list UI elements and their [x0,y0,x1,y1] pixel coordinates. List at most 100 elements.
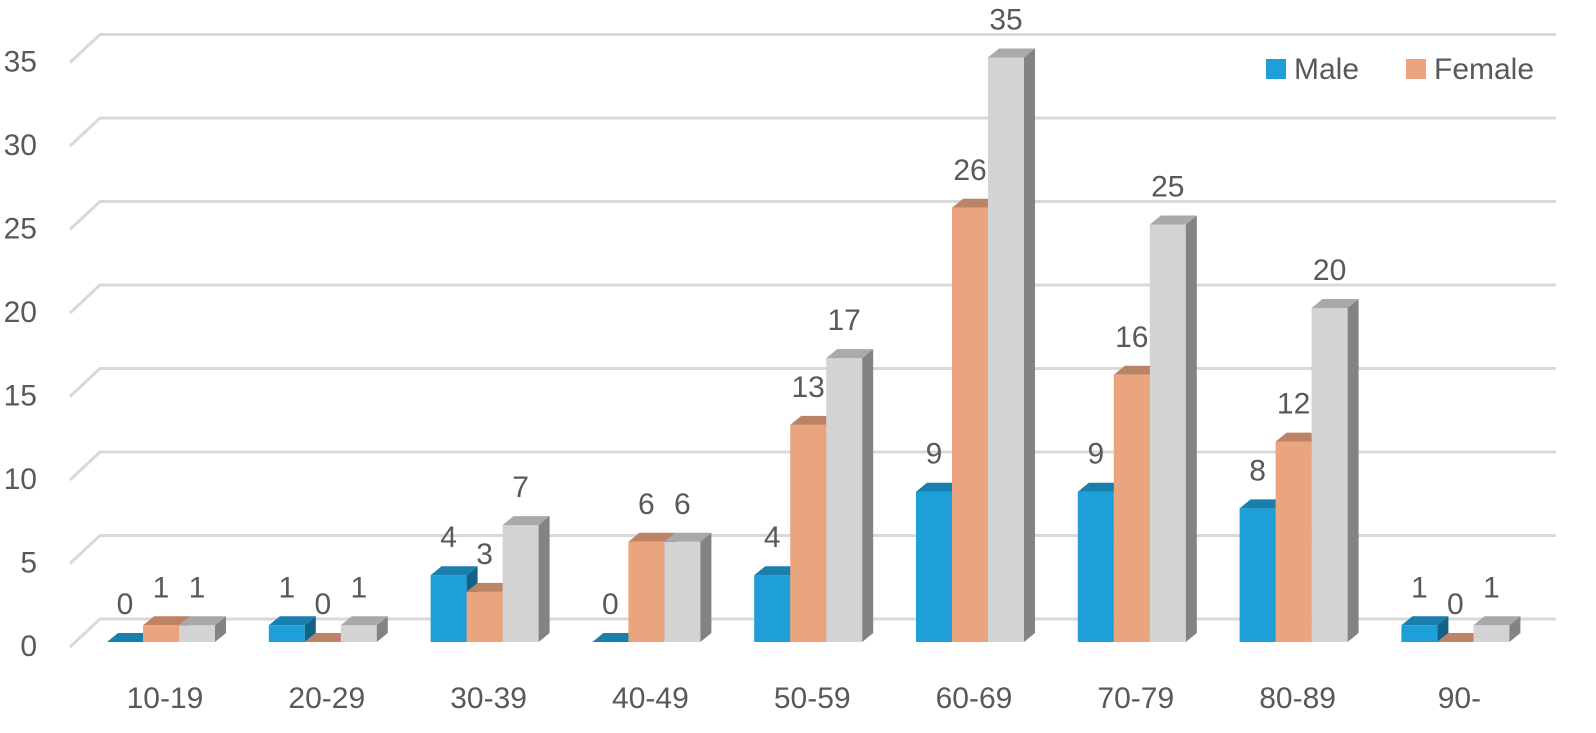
bar-top [628,532,676,542]
gridlines [68,33,1556,649]
data-label: 1 [1411,571,1428,604]
bar-side [1509,616,1521,642]
bar-top [1275,432,1323,442]
bar [664,532,712,642]
bar [1473,616,1521,642]
bar [304,633,352,642]
bar-front [952,207,988,643]
bar-top [143,616,190,626]
bar-top [1149,215,1197,225]
bar-side [1437,616,1449,642]
bar [1401,616,1449,642]
bar-front [1311,308,1348,642]
legend-label: Male [1294,53,1359,86]
bar-side [1347,299,1359,642]
bar-side [215,616,226,642]
data-label: 1 [350,571,367,604]
y-tick-label: 35 [4,46,37,79]
data-label: 0 [602,588,619,621]
bar-side [304,616,316,642]
bar-front [1239,508,1276,642]
bar-side [1185,215,1197,642]
data-label: 12 [1277,388,1310,421]
bar-top [1473,616,1521,626]
bar-front [1401,625,1438,642]
data-label: 13 [792,371,825,404]
bar-top [826,349,874,359]
bar-top [502,516,550,526]
data-label: 1 [278,571,295,604]
data-label: 6 [638,488,655,521]
data-label: 25 [1151,171,1184,204]
bar-front [143,625,179,642]
bar-front [179,625,215,642]
bar-front [754,575,791,642]
gridline [68,283,1556,315]
bar-top [304,633,352,642]
legend-item: Male [1266,53,1359,86]
bar-front [826,358,863,642]
data-label: 1 [153,571,170,604]
gridline [68,617,1556,649]
data-label: 0 [314,588,331,621]
data-label: 16 [1115,321,1148,354]
bar-front [790,424,827,642]
x-tick-label: 20-29 [288,682,365,715]
bars [107,48,1521,643]
bar [340,616,388,642]
bar-top [179,616,226,626]
bar [107,633,154,642]
data-label: 9 [1087,438,1104,471]
bar-top [1239,499,1287,509]
bar-top [754,566,802,576]
x-tick-label: 40-49 [612,682,689,715]
bar [502,516,550,642]
data-label: 7 [512,471,529,504]
bar-top [952,198,999,208]
bar [826,349,874,642]
bar-top [1437,633,1485,642]
bar-top [1113,365,1161,375]
bar-top [1401,616,1449,626]
bar-side [700,532,712,642]
y-tick-label: 25 [4,213,37,246]
gridline [68,534,1556,565]
bar-top [430,566,478,576]
bar-side [862,349,874,642]
x-tick-label: 10-19 [127,682,204,715]
data-label: 0 [1447,588,1464,621]
bar-front [466,591,503,642]
data-label: 9 [926,438,943,471]
bar [592,633,640,642]
bar-top [340,616,388,626]
bar-front [1149,224,1186,642]
bar-front [664,541,701,642]
data-label: 1 [1483,571,1500,604]
legend-swatch [1266,59,1286,79]
bar-front [430,575,467,642]
gridline [68,367,1556,398]
legend-label: Female [1434,53,1534,86]
bar [1311,299,1359,642]
bar [988,48,1035,642]
x-tick-label: 60-69 [936,682,1013,715]
bar-side [1024,48,1035,642]
bar-top [916,482,963,492]
y-tick-label: 5 [20,547,37,580]
bar-front [502,525,539,642]
data-label: 8 [1249,454,1266,487]
y-axis-ticks: 0 5 10 15 20 25 30 35 [4,46,37,664]
data-label: 17 [828,304,861,337]
bar [1149,215,1197,642]
gridline [68,200,1556,231]
x-tick-label: 50-59 [774,682,851,715]
x-axis-ticks: 10-19 20-29 30-39 40-49 50-59 60-69 70-79 80-89… [127,682,1481,715]
gridline [68,33,1556,64]
bar-side [538,516,550,642]
bar-front [1275,441,1312,642]
bar-top [664,532,712,542]
bar-top [1077,482,1125,492]
bar-front [1473,625,1510,642]
bar-top [107,633,154,642]
